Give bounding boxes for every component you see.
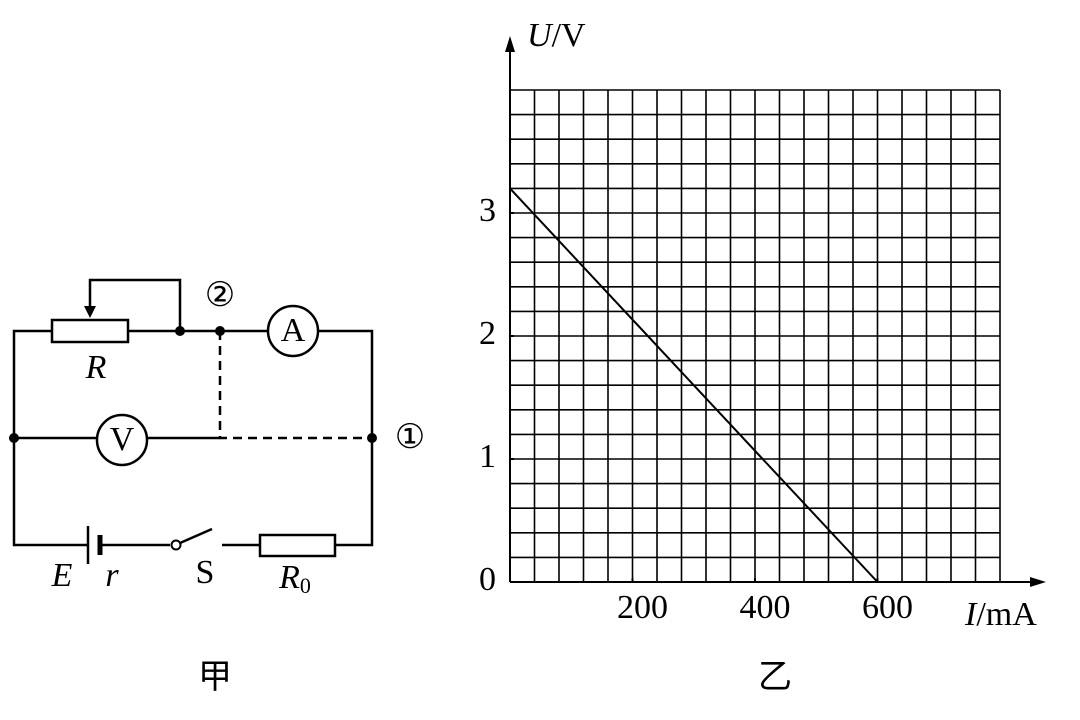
- y-tick-label: 3: [479, 192, 496, 229]
- label: R0: [278, 559, 311, 598]
- x-tick-label: 600: [862, 589, 913, 626]
- axes: [509, 40, 1040, 583]
- x-axis-title: I/mA: [964, 596, 1037, 633]
- x-tick-label: 400: [740, 589, 791, 626]
- slider-arrow: [84, 306, 96, 318]
- label: R: [278, 559, 300, 596]
- y-tick-label: 1: [479, 438, 496, 475]
- voltmeter: [95, 413, 149, 467]
- label: r: [105, 557, 119, 594]
- y-tick-label: 0: [479, 561, 496, 598]
- rheostat: [50, 318, 130, 344]
- label: R: [85, 349, 107, 386]
- label: A: [281, 312, 306, 349]
- resistor: [258, 533, 337, 558]
- junctions: [9, 326, 377, 443]
- chart: 乙 U/V I/mA 0 1 2 3 200 400 600: [479, 17, 1046, 696]
- y-axis-title: U/V: [527, 17, 586, 54]
- caption: 甲: [198, 659, 232, 696]
- label: /V: [552, 17, 586, 54]
- label: /mA: [976, 596, 1037, 633]
- ammeter: [266, 304, 320, 358]
- label: S: [196, 554, 215, 591]
- label: ①: [395, 419, 425, 456]
- x-tick-label: 200: [617, 589, 668, 626]
- label: E: [51, 557, 73, 594]
- label: U: [527, 17, 554, 54]
- switch-lever: [179, 527, 213, 545]
- circuit: R A V E r S R0 ① ② 甲: [9, 277, 425, 696]
- caption: 乙: [758, 659, 792, 696]
- dashed-wire: [218, 331, 372, 440]
- label: I: [964, 596, 978, 633]
- label: 0: [300, 573, 311, 598]
- label: ②: [205, 277, 235, 314]
- y-tick-label: 2: [479, 315, 496, 352]
- switch-pivot: [170, 539, 182, 551]
- data-line: [509, 187, 879, 583]
- label: V: [110, 421, 135, 458]
